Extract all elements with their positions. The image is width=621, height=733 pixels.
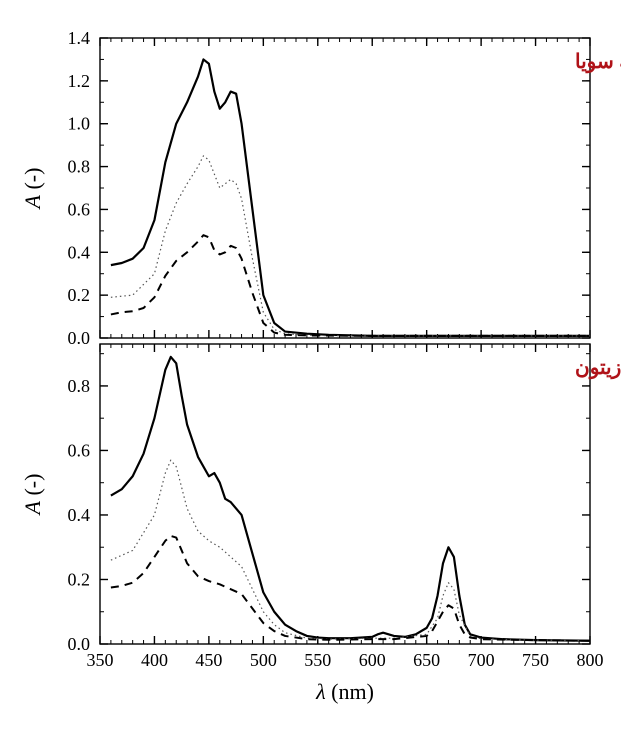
ytick-label: 0.0 <box>68 328 91 348</box>
panel-top-frame <box>100 38 590 338</box>
xtick-label: 650 <box>413 650 440 670</box>
x-axis-label: λ (nm) <box>315 679 374 704</box>
ytick-label: 0.8 <box>68 376 91 396</box>
figure-container: 0.0 0.2 0.4 0.6 0.8 1.0 1.2 1.4 A (-) روغن دانه س… <box>0 0 621 733</box>
ytick-label: 0.6 <box>68 199 91 219</box>
annotation-bottom: روغن زیتون <box>575 357 621 380</box>
ytick-label: 1.2 <box>68 71 91 91</box>
ytick-label: 1.0 <box>68 114 91 134</box>
y-axis-label: A (-) <box>20 168 45 211</box>
ytick-label: 1.4 <box>68 28 91 48</box>
ytick-label: 0.8 <box>68 157 91 177</box>
xtick-label: 400 <box>141 650 168 670</box>
ytick-label: 0.4 <box>68 242 91 262</box>
y-axis-label: A (-) <box>20 474 45 517</box>
series-bottom-dash <box>111 536 590 641</box>
xtick-label: 700 <box>468 650 495 670</box>
series-bottom-solid <box>111 357 590 641</box>
ytick-label: 0.6 <box>68 440 91 460</box>
ytick-label: 0.2 <box>68 569 91 589</box>
series-top-solid <box>111 59 590 335</box>
ytick-label: 0.2 <box>68 285 91 305</box>
series-bottom-dot <box>111 460 590 641</box>
xtick-label: 550 <box>304 650 331 670</box>
xtick-label: 600 <box>359 650 386 670</box>
spectra-figure: 0.0 0.2 0.4 0.6 0.8 1.0 1.2 1.4 A (-) روغن دانه س… <box>0 0 621 733</box>
xtick-label: 750 <box>522 650 549 670</box>
ytick-label: 0.4 <box>68 505 91 525</box>
xtick-label: 450 <box>195 650 222 670</box>
panel-bottom-frame <box>100 344 590 644</box>
series-top-dash <box>111 235 590 336</box>
xtick-label: 350 <box>87 650 114 670</box>
xtick-label: 500 <box>250 650 277 670</box>
annotation-top: روغن دانه سویا <box>575 51 621 74</box>
series-top-dot <box>111 156 590 336</box>
xtick-label: 800 <box>577 650 604 670</box>
